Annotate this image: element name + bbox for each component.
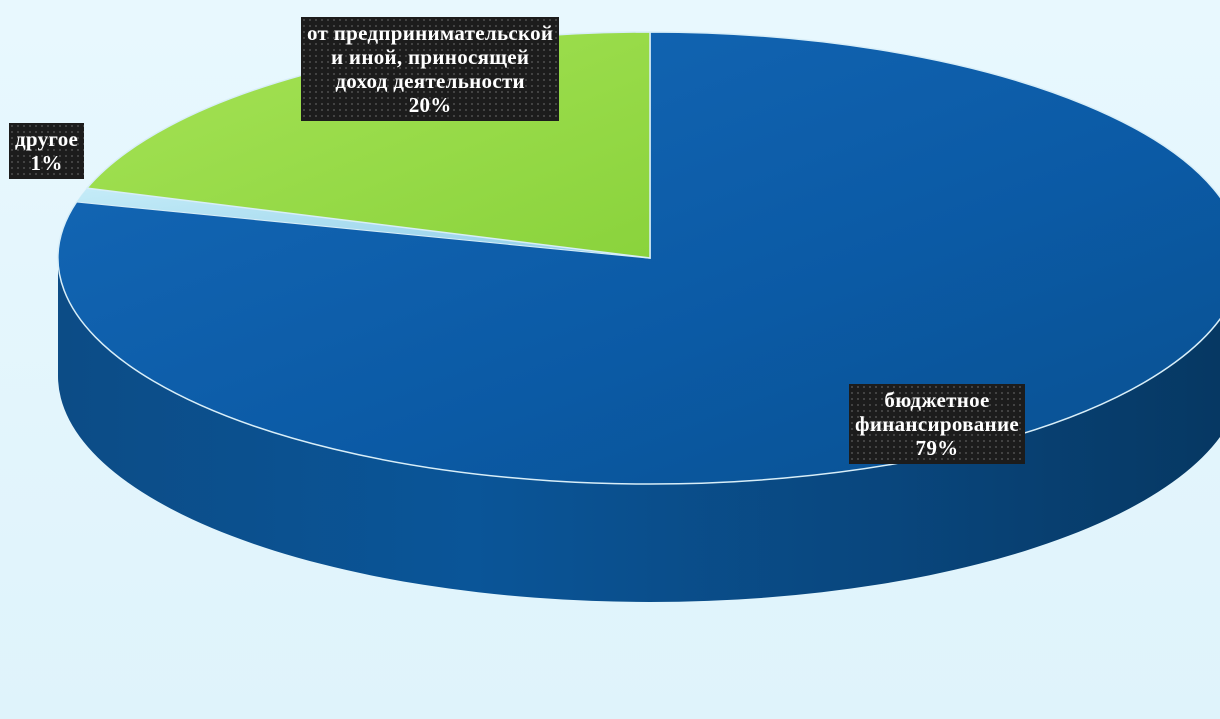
slice-label-business-line-1: от предпринимательской bbox=[307, 21, 554, 45]
pie-side-budget bbox=[58, 258, 1220, 602]
slice-label-business-line-2: и иной, приносящей bbox=[330, 45, 530, 69]
slice-label-other-line-1: другое bbox=[15, 127, 79, 151]
slice-label-budget-line-1: бюджетное bbox=[884, 388, 990, 412]
slice-label-budget-value: 79% bbox=[915, 436, 959, 460]
slice-label-business-line-3: доход деятельности bbox=[335, 69, 525, 93]
slice-label-other: другое 1% bbox=[9, 123, 85, 179]
slice-label-other-value: 1% bbox=[30, 151, 63, 175]
slice-label-budget-line-2: финансирование bbox=[855, 412, 1019, 436]
slice-label-business: от предпринимательской и иной, приносяще… bbox=[301, 17, 560, 121]
slice-label-budget: бюджетное финансирование 79% bbox=[849, 384, 1025, 464]
slice-label-business-value: 20% bbox=[408, 93, 452, 117]
